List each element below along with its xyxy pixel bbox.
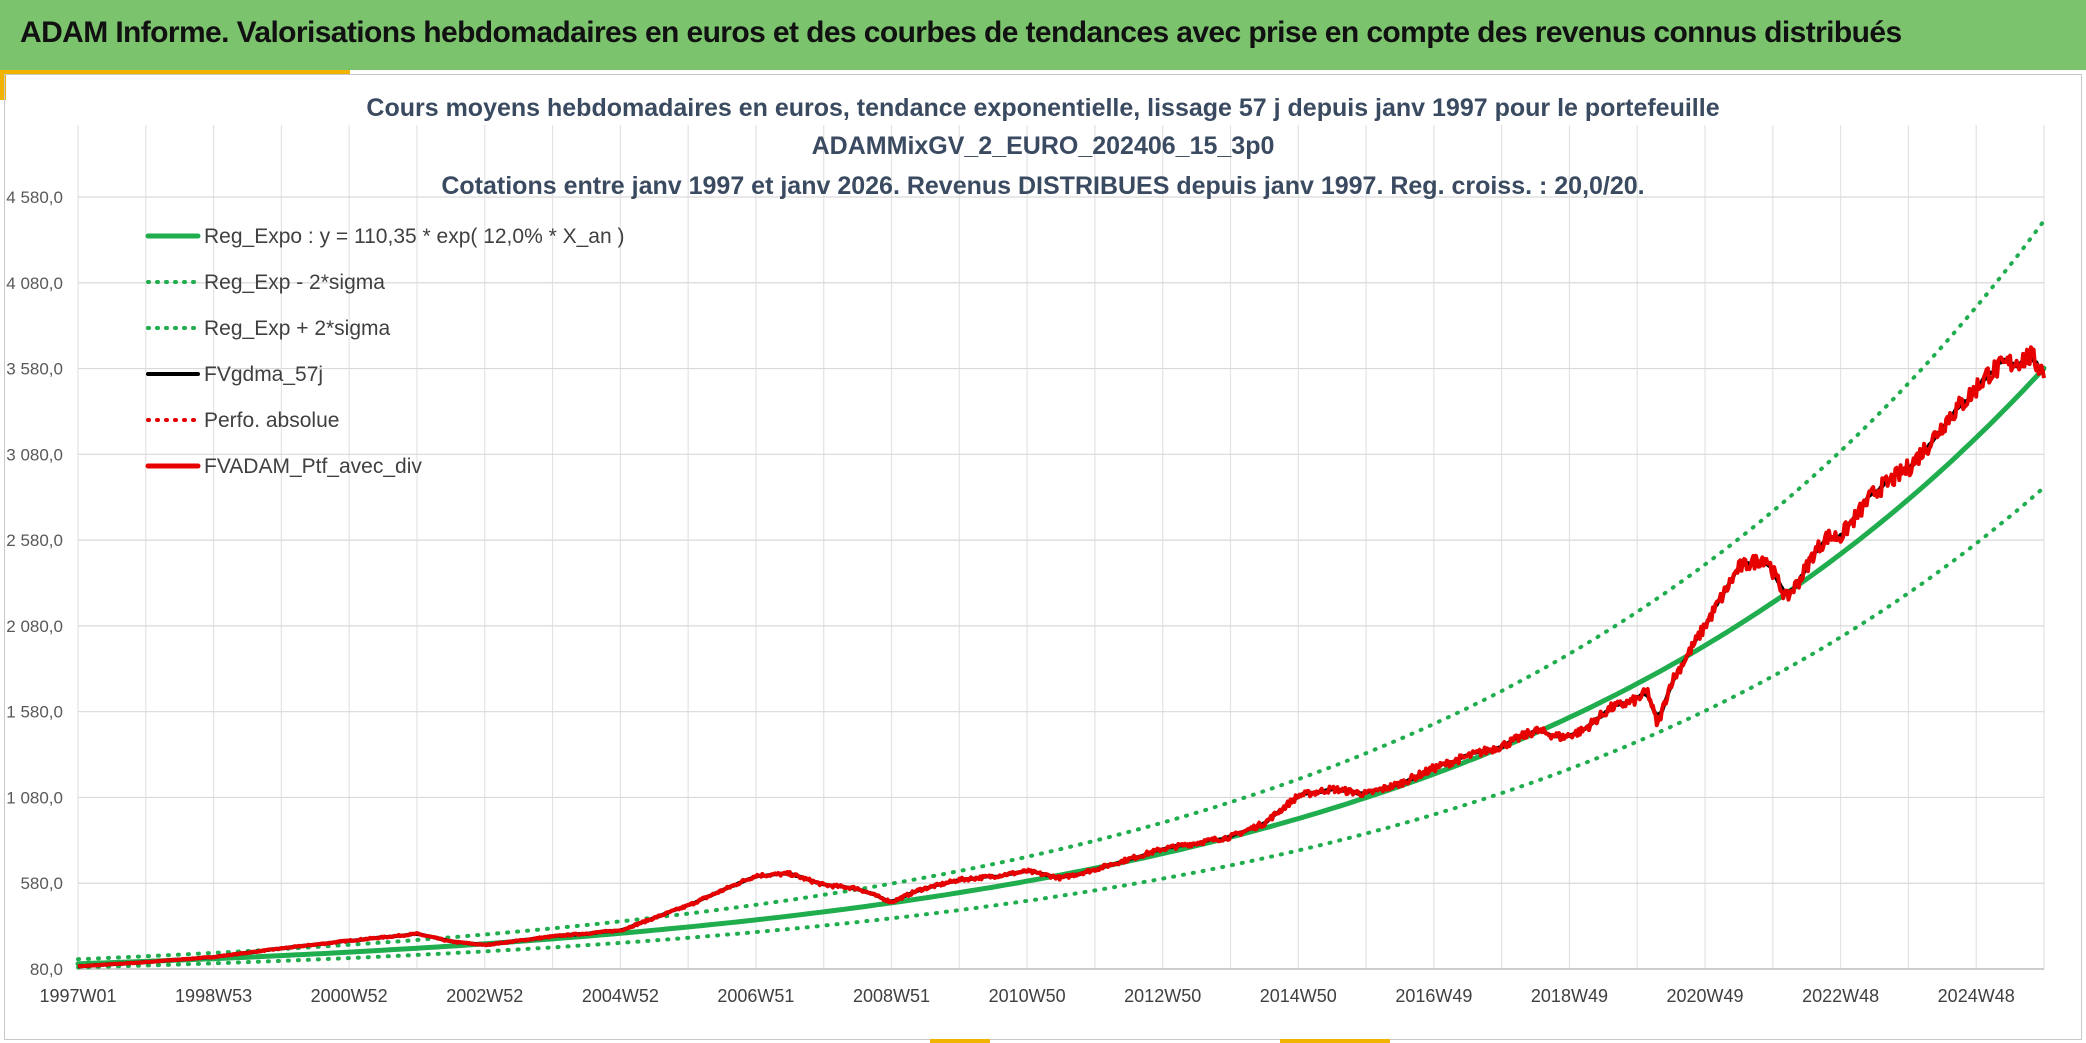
y-tick-label: 2 580,0 xyxy=(6,531,63,550)
page-title: ADAM Informe. Valorisations hebdomadaire… xyxy=(20,16,1902,49)
chart-title-line: ADAMMixGV_2_EURO_202406_15_3p0 xyxy=(812,132,1275,160)
y-tick-label: 2 080,0 xyxy=(6,617,63,636)
x-tick-label: 2008W51 xyxy=(853,986,930,1006)
y-tick-label: 3 080,0 xyxy=(6,445,63,464)
x-tick-label: 2012W50 xyxy=(1124,986,1201,1006)
legend-label: Reg_Expo : y = 110,35 * exp( 12,0% * X_a… xyxy=(204,225,624,248)
axis-layer: 80,0 580,0 1 080,0 1 580,0 2 080,0 2 580,0 3 0… xyxy=(6,188,2044,1006)
legend: Reg_Expo : y = 110,35 * exp( 12,0% * X_a… xyxy=(145,225,624,478)
x-tick-label: 1997W01 xyxy=(39,986,116,1006)
bottom-accent-mark xyxy=(930,1039,990,1043)
chart-frame xyxy=(4,74,2082,1040)
x-tick-label: 2002W52 xyxy=(446,986,523,1006)
grid-layer xyxy=(77,125,2045,970)
y-tick-label: 4 580,0 xyxy=(6,188,63,207)
legend-label: Perfo. absolue xyxy=(204,409,339,432)
chart-title-line: Cotations entre janv 1997 et janv 2026. … xyxy=(441,172,1644,200)
series-reg_exp xyxy=(76,218,2046,962)
y-tick-label: 580,0 xyxy=(20,874,63,893)
y-tick-label: 3 580,0 xyxy=(6,360,63,379)
y-tick-label: 80,0 xyxy=(30,960,63,979)
y-tick-label: 1 580,0 xyxy=(6,703,63,722)
x-tick-label: 2006W51 xyxy=(717,986,794,1006)
x-tick-label: 2014W50 xyxy=(1260,986,1337,1006)
x-tick-label: 1998W53 xyxy=(175,986,252,1006)
series-fvadam-ptf-avec-div xyxy=(77,345,2046,969)
legend-label: Reg_Exp + 2*sigma xyxy=(204,317,391,340)
x-tick-label: 2004W52 xyxy=(582,986,659,1006)
legend-label: FVgdma_57j xyxy=(204,363,323,386)
x-tick-label: 2016W49 xyxy=(1395,986,1472,1006)
x-tick-label: 2024W48 xyxy=(1938,986,2015,1006)
x-tick-label: 2000W52 xyxy=(311,986,388,1006)
series-layer xyxy=(75,218,2047,970)
x-tick-label: 2010W50 xyxy=(989,986,1066,1006)
chart-title-line: Cours moyens hebdomadaires en euros, ten… xyxy=(366,94,1719,122)
x-tick-label: 2018W49 xyxy=(1531,986,1608,1006)
legend-label: FVADAM_Ptf_avec_div xyxy=(204,455,422,478)
legend-label: Reg_Exp - 2*sigma xyxy=(204,271,385,294)
accent-bar xyxy=(0,70,350,75)
x-tick-label: 2022W48 xyxy=(1802,986,1879,1006)
series-reg_exp xyxy=(76,485,2046,970)
bottom-accent-mark xyxy=(1280,1039,1390,1043)
title-banner: ADAM Informe. Valorisations hebdomadaire… xyxy=(0,0,2086,70)
accent-bar-side xyxy=(0,70,6,100)
x-tick-label: 2020W49 xyxy=(1667,986,1744,1006)
chart-title-block: Cours moyens hebdomadaires en euros, ten… xyxy=(366,94,1719,200)
y-tick-label: 1 080,0 xyxy=(6,788,63,807)
y-tick-label: 4 080,0 xyxy=(6,274,63,293)
